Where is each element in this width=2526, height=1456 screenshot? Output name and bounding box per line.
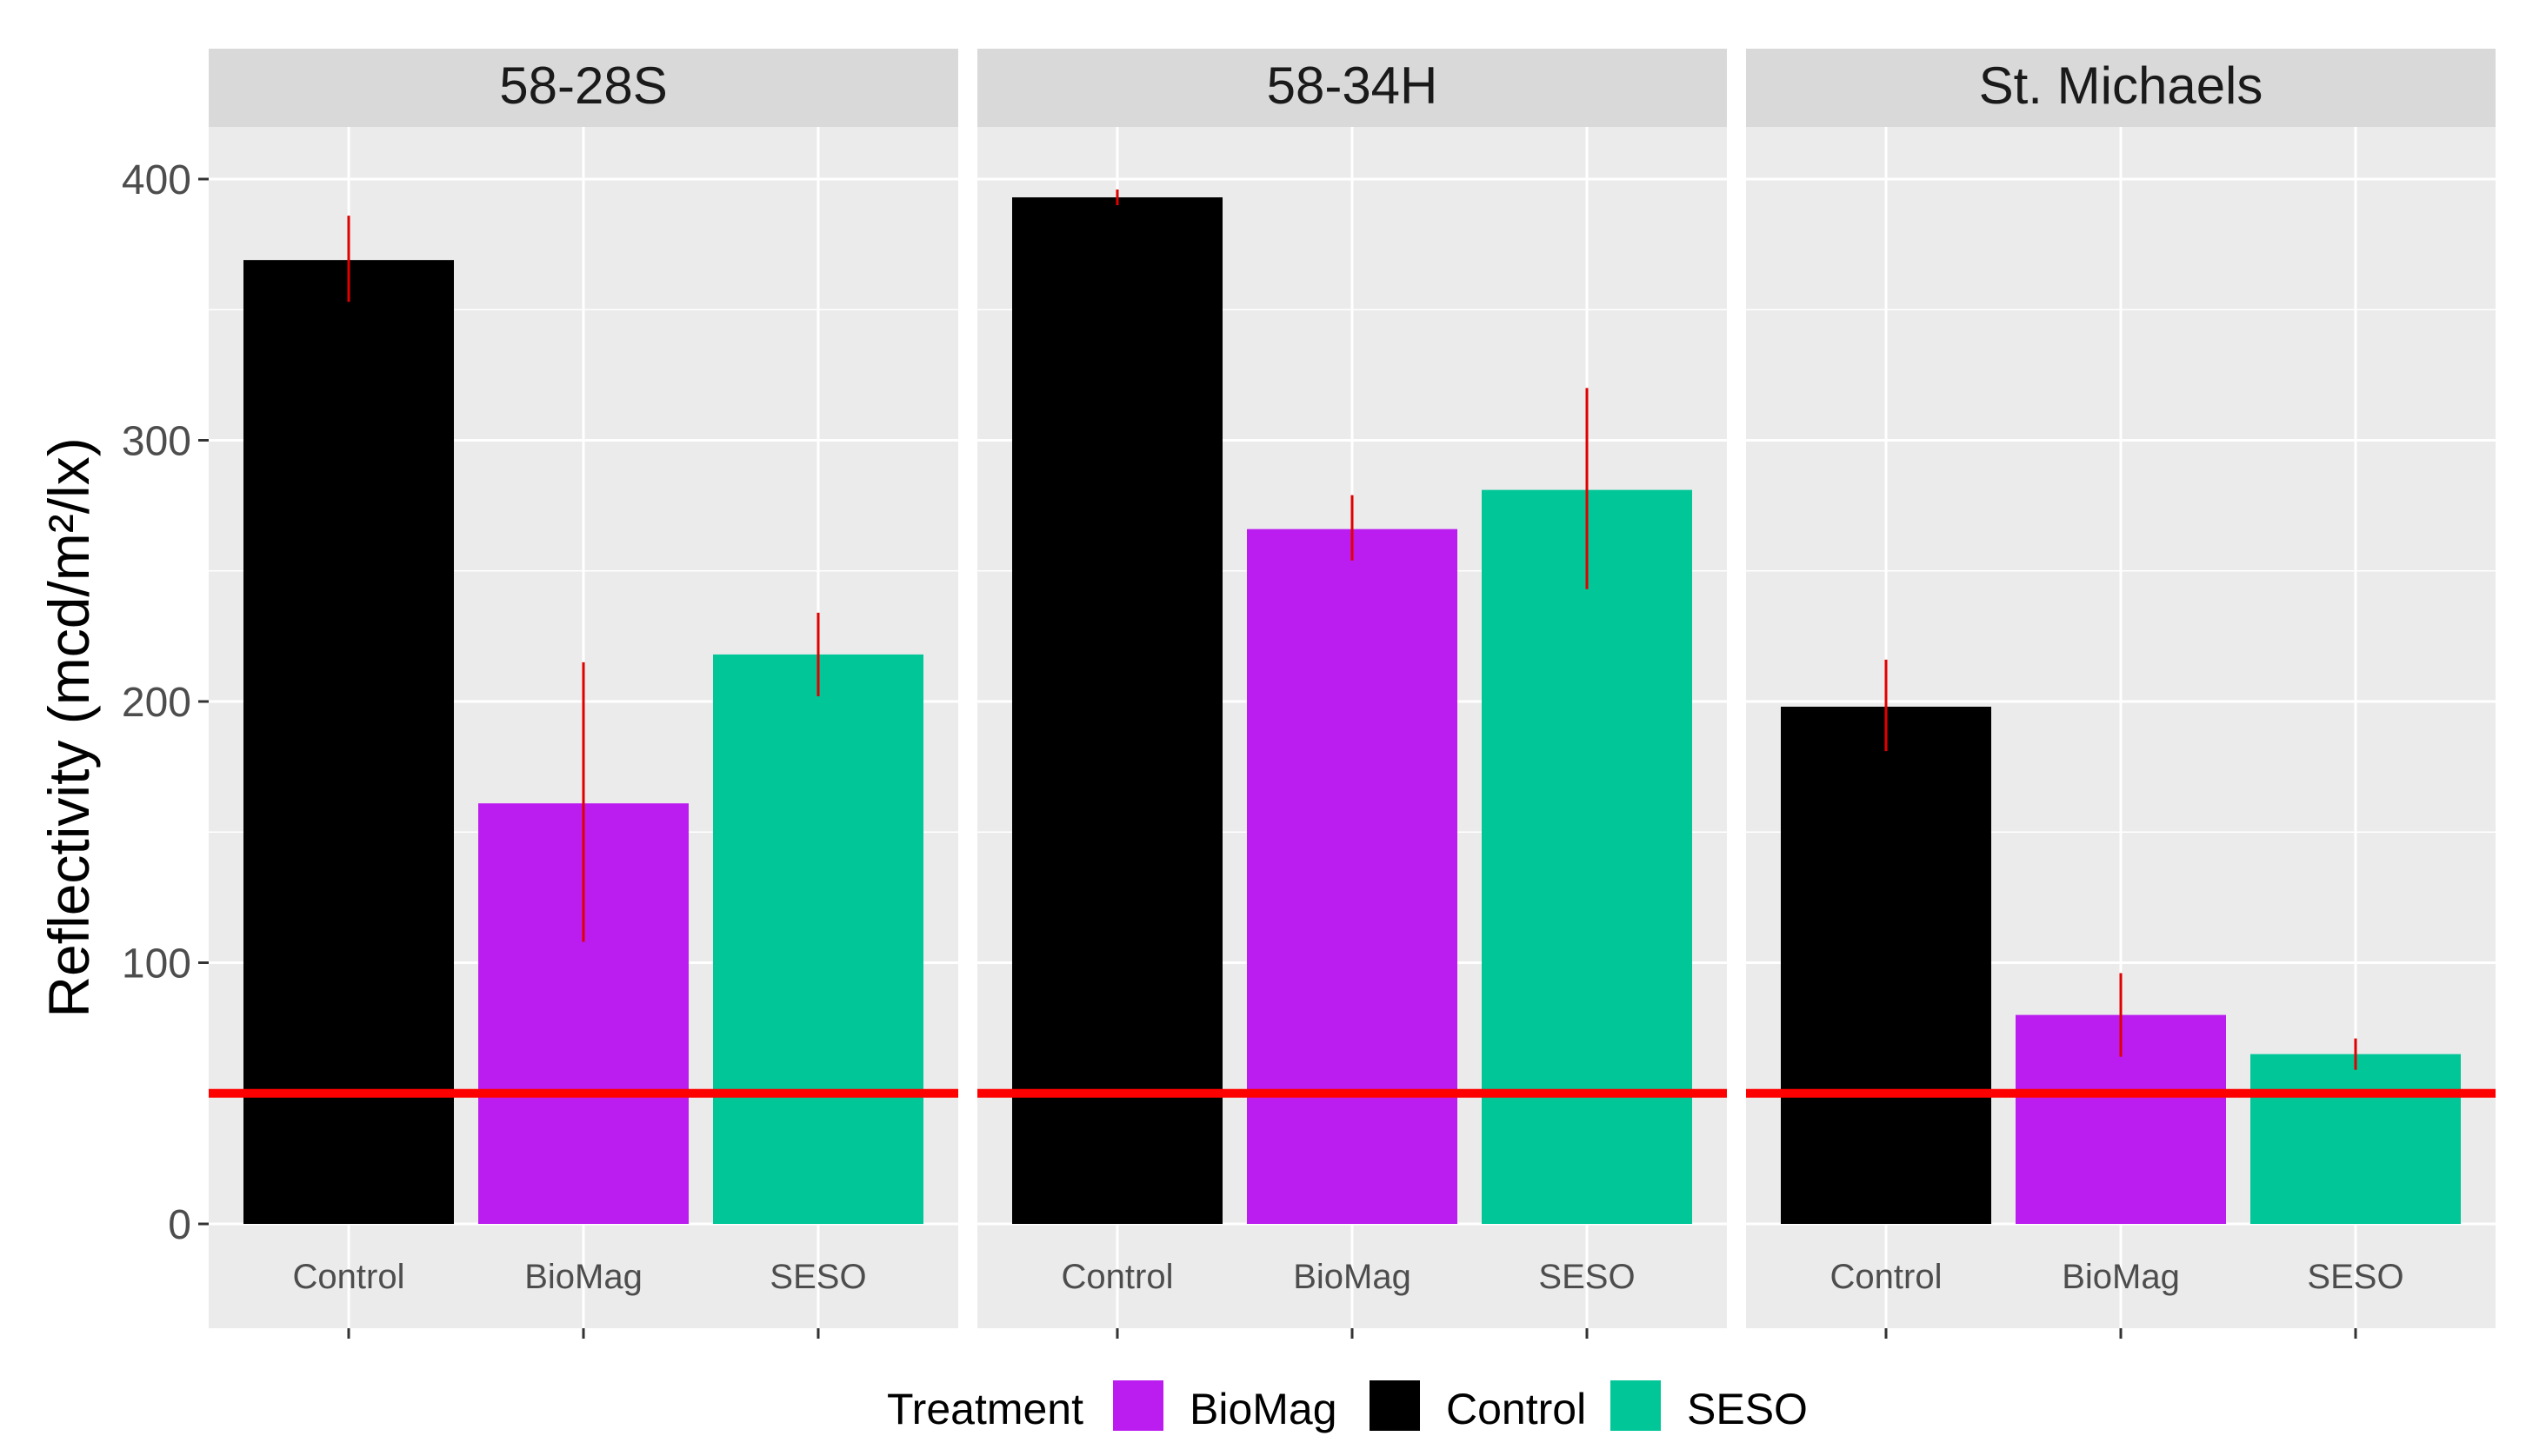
- y-tick-label: 0: [168, 1202, 191, 1248]
- legend-label-biomag: BioMag: [1190, 1385, 1337, 1433]
- facet-title: 58-28S: [499, 57, 667, 115]
- x-tick-label: SESO: [1538, 1258, 1635, 1296]
- x-tick-label: Control: [1062, 1258, 1174, 1296]
- bar-control: [1012, 197, 1223, 1224]
- facet-strip: [1746, 49, 2496, 127]
- facet-panel-58-28s: 58-28S Control BioMag SESO: [209, 49, 958, 1339]
- facet-panel-st-michaels: St. Michaels Control BioMag SESO: [1746, 49, 2496, 1339]
- x-tick-label: BioMag: [1293, 1258, 1411, 1296]
- facet-panel-58-34h: 58-34H Control BioMag SESO: [977, 49, 1727, 1339]
- x-tick-label: BioMag: [2062, 1258, 2180, 1296]
- legend-key-control: [1370, 1380, 1420, 1431]
- bar-seso: [2250, 1054, 2461, 1224]
- y-tick-label: 300: [122, 419, 191, 465]
- legend-label-control: Control: [1446, 1385, 1586, 1433]
- legend-key-seso: [1610, 1380, 1661, 1431]
- y-tick-label: 200: [122, 680, 191, 726]
- facet-title: St. Michaels: [1979, 57, 2263, 115]
- x-tick-label: Control: [293, 1258, 405, 1296]
- bar-seso: [713, 654, 923, 1224]
- legend-key-biomag: [1113, 1380, 1163, 1431]
- x-tick-label: SESO: [770, 1258, 866, 1296]
- y-tick-label: 400: [122, 157, 191, 203]
- x-tick-label: SESO: [2307, 1258, 2403, 1296]
- facet-title: 58-34H: [1267, 57, 1438, 115]
- y-tick-label: 100: [122, 941, 191, 987]
- y-axis-title: Reflectivity (mcd/m²/lx): [37, 437, 101, 1017]
- legend-title: Treatment: [887, 1385, 1083, 1433]
- facet-strip: [977, 49, 1727, 127]
- y-axis: 0 100 200 300 400: [122, 157, 209, 1248]
- facet-strip: [209, 49, 958, 127]
- legend: Treatment BioMag Control SESO: [887, 1380, 1808, 1433]
- bar-seso: [1482, 489, 1692, 1224]
- bar-control: [243, 260, 454, 1224]
- x-tick-label: Control: [1830, 1258, 1943, 1296]
- bar-control: [1781, 707, 1991, 1224]
- x-tick-label: BioMag: [524, 1258, 643, 1296]
- bar-biomag: [1247, 529, 1457, 1224]
- legend-label-seso: SESO: [1687, 1385, 1808, 1433]
